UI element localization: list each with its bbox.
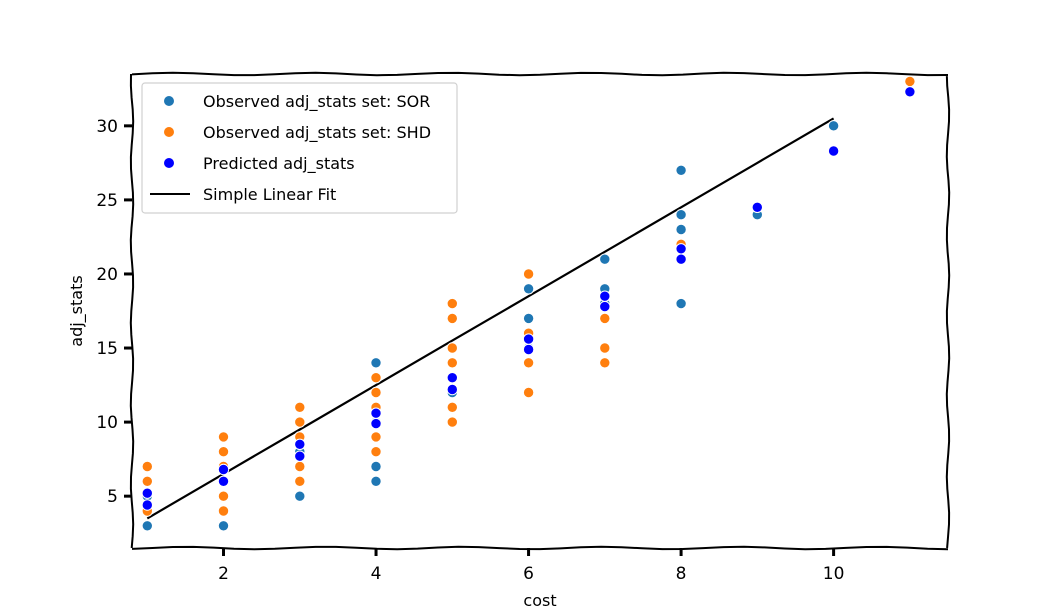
data-point (675, 243, 687, 255)
data-point (141, 487, 154, 499)
legend-entry: Observed adj_stats set: SOR (164, 92, 430, 112)
legend-label: Observed adj_stats set: SHD (203, 123, 431, 143)
data-point (675, 209, 687, 221)
data-point (370, 357, 382, 369)
x-tick-label: 10 (823, 564, 845, 584)
legend-box (141, 82, 458, 214)
data-point (294, 401, 306, 413)
data-point (446, 401, 458, 413)
data-point (370, 475, 382, 487)
data-point (904, 86, 916, 98)
data-point (294, 490, 306, 502)
data-point (141, 475, 154, 487)
x-tick-label: 8 (676, 564, 687, 584)
legend-label: Observed adj_stats set: SOR (203, 92, 430, 112)
data-point (446, 312, 458, 325)
data-point (370, 407, 382, 419)
data-point (294, 475, 306, 487)
data-point (141, 520, 154, 532)
legend-label: Predicted adj_stats (203, 154, 355, 174)
data-point (294, 450, 306, 462)
data-point (522, 333, 535, 345)
data-point (599, 253, 611, 265)
data-point (446, 416, 458, 428)
data-point (217, 490, 230, 502)
plot-area (141, 75, 916, 532)
data-point (599, 357, 611, 369)
data-point (675, 223, 687, 236)
data-point (599, 290, 611, 302)
legend-label: Simple Linear Fit (203, 185, 336, 204)
data-point (522, 357, 535, 369)
y-axis-label: adj_stats (67, 275, 87, 346)
data-point (522, 268, 535, 280)
data-point (904, 75, 916, 88)
data-point (522, 283, 535, 295)
data-point (141, 499, 154, 511)
data-point (141, 460, 154, 473)
data-point (675, 297, 687, 310)
y-tick-label: 30 (96, 117, 118, 137)
fit-line (146, 117, 835, 520)
data-point (599, 312, 611, 325)
y-tick-label: 15 (96, 339, 118, 359)
data-point (217, 505, 230, 517)
legend-marker (164, 96, 174, 106)
data-point (675, 253, 687, 265)
data-point (446, 297, 458, 310)
axes-frame (129, 71, 951, 551)
axis-ticks: 2 4 6 8 10 5 10 15 20 25 30 (96, 117, 844, 584)
data-point (370, 386, 382, 399)
x-tick-label: 2 (218, 564, 229, 584)
data-point (217, 463, 230, 476)
data-point (827, 145, 840, 157)
data-point (217, 475, 230, 487)
data-point (370, 446, 382, 458)
legend-marker (164, 158, 174, 168)
legend: Observed adj_stats set: SOR Observed adj… (141, 82, 458, 214)
data-point (217, 431, 230, 443)
data-point (446, 357, 458, 369)
data-point (370, 372, 382, 384)
y-tick-label: 5 (107, 487, 118, 507)
data-point (522, 343, 535, 356)
data-point (217, 446, 230, 458)
data-point (294, 438, 306, 450)
legend-entry: Observed adj_stats set: SHD (164, 123, 431, 143)
data-point (827, 120, 840, 132)
data-point (599, 342, 611, 354)
y-tick-label: 25 (96, 191, 118, 211)
data-point (294, 416, 306, 428)
data-point (522, 312, 535, 325)
legend-marker (164, 127, 174, 137)
data-point (446, 372, 458, 384)
x-tick-label: 4 (371, 564, 382, 584)
data-point (370, 460, 382, 473)
data-point (217, 520, 230, 532)
x-axis-label: cost (523, 591, 556, 610)
data-point (446, 342, 458, 354)
data-point (599, 300, 611, 313)
data-point (370, 431, 382, 443)
legend-entry: Simple Linear Fit (150, 185, 336, 204)
data-point (522, 386, 535, 399)
data-point (294, 460, 306, 473)
x-tick-label: 6 (523, 564, 534, 584)
legend-entry: Predicted adj_stats (164, 154, 355, 174)
data-point (370, 417, 382, 430)
y-tick-label: 10 (96, 413, 118, 433)
data-point (675, 164, 687, 177)
data-point (446, 383, 458, 396)
y-tick-label: 20 (96, 265, 118, 285)
data-point (751, 201, 763, 214)
